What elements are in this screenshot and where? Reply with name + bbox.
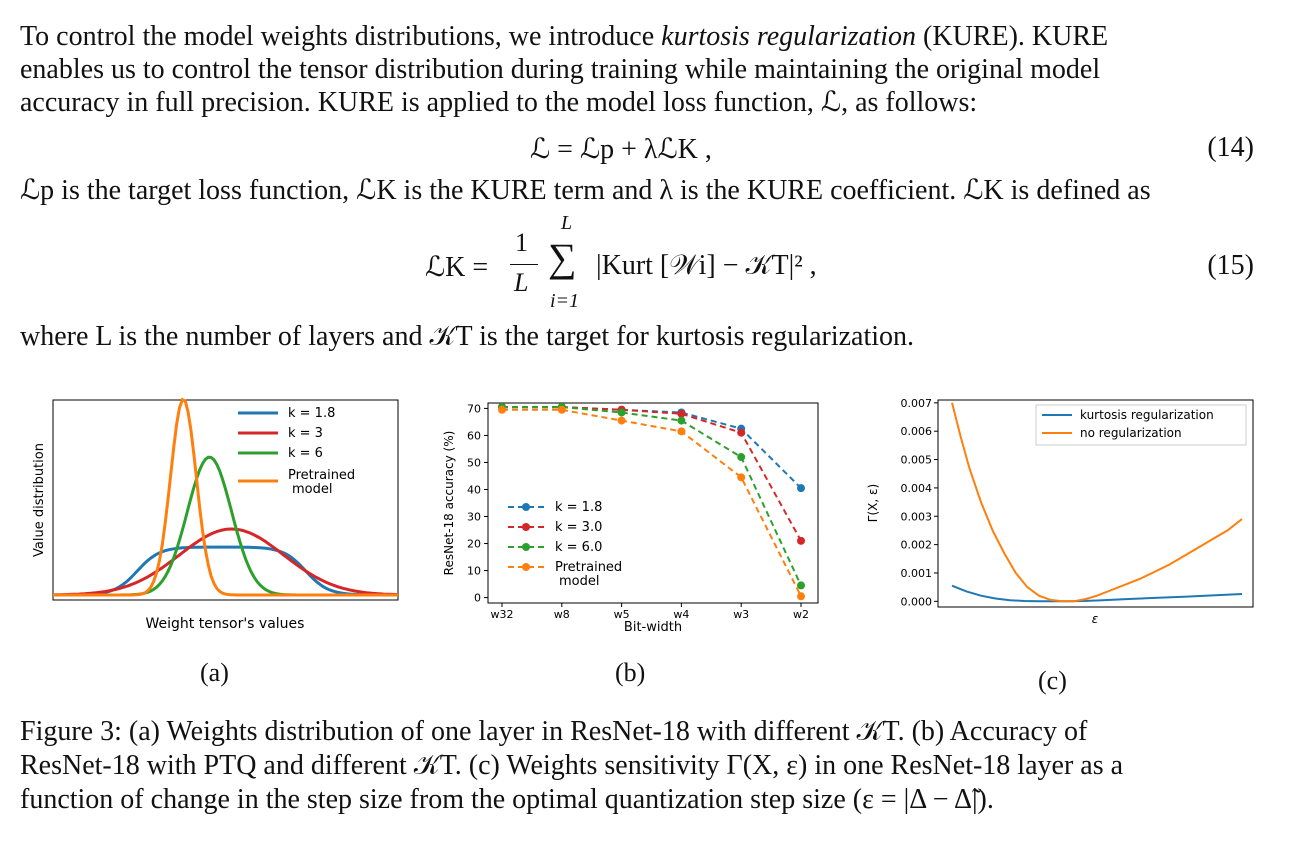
figure-b-point-3-4 [737, 473, 746, 482]
sum-symbol: ∑ [548, 235, 577, 280]
figure-b-point-3-3 [677, 427, 686, 436]
figure-a-legend-label-1: k = 3 [288, 426, 323, 441]
figure-c-ytick-label: 0.003 [901, 510, 933, 523]
subfigure-label-a: (a) [200, 658, 229, 687]
p2-line: ℒp is the target loss function, ℒK is th… [20, 175, 1151, 206]
figure-b-xtick-label: w8 [554, 608, 570, 621]
figure-b-chart: ResNet-18 accuracy (%) Bit-width 0 10 20 30… [442, 402, 819, 635]
figure-c-ytick-label: 0.000 [901, 595, 933, 608]
figure-b-point-2-2 [617, 408, 626, 417]
figure-b-legend-marker-1 [522, 523, 530, 531]
equation-15-frac-num: 1 [515, 228, 528, 257]
figure-c-chart: Γ(X, ε) ε 0.000 0.001 0.002 0.003 0.004 0.005… [866, 397, 1254, 626]
figure-a-curve-3 [53, 397, 398, 597]
equation-15-lhs: ℒK = [425, 252, 489, 283]
figure-b-xtick-label: w32 [491, 608, 514, 621]
figure-b-series-line-2 [502, 406, 802, 586]
p1-line3: accuracy in full precision. KURE is appl… [20, 87, 978, 118]
figure-b-series-line-3 [502, 408, 802, 597]
figure-c-ytick-label: 0.005 [901, 454, 933, 467]
equation-14: ℒ = ℒp + λℒK , [530, 134, 712, 165]
figure-a-legend-label-2: k = 6 [288, 446, 323, 461]
figure-c-ytick-label: 0.004 [901, 482, 933, 495]
caption-line3: function of change in the step size from… [20, 784, 994, 815]
figure-b-xtick-label: w4 [673, 608, 689, 621]
figure-b-point-3-0 [498, 405, 506, 414]
figure-b-point-3-5 [797, 592, 805, 601]
figure-b-point-1-3 [677, 409, 686, 418]
figure-a-ylabel: Value distribution [32, 443, 47, 557]
figure-b-point-2-3 [677, 416, 686, 425]
figure-c-legend-label-0: kurtosis regularization [1080, 408, 1214, 422]
p1-line2: enables us to control the tensor distrib… [20, 54, 1101, 85]
figure-c-ytick-label: 0.006 [901, 425, 933, 438]
figure-a-legend-label-0: k = 1.8 [288, 406, 335, 421]
subfigure-label-b: (b) [615, 658, 646, 687]
figure-b-legend-marker-3 [522, 563, 530, 571]
figure-a-curve-1 [53, 527, 399, 597]
equation-15-number: (15) [1207, 250, 1254, 281]
figure-c-ytick-label: 0.002 [901, 539, 933, 552]
figure-b-ytick-label: 70 [467, 402, 481, 415]
figure-c-legend-box [1035, 404, 1247, 446]
sum-upper-limit: L [561, 212, 573, 234]
figure-c-ytick-label: 0.001 [901, 567, 933, 580]
figure-b-legend-label-2: k = 6.0 [555, 540, 602, 555]
figure-b-point-0-5 [797, 484, 805, 493]
p1-line1-em: kurtosis regularization [661, 21, 917, 52]
equation-15-body: |Kurt [𝒲i] − 𝒦T|² , [596, 250, 817, 281]
figure-c-xlabel: ε [1092, 612, 1099, 626]
figure-b-point-1-4 [737, 428, 746, 437]
p3-line: where L is the number of layers and 𝒦T i… [20, 321, 915, 352]
fraction-bar [510, 264, 538, 265]
figure-b-xtick-label: w3 [733, 608, 749, 621]
figure-b-point-3-2 [617, 416, 626, 425]
figure-a-chart: Value distribution Weight tensor's value… [32, 397, 399, 632]
sum-lower-limit: i=1 [550, 290, 580, 312]
equation-15-frac-den: L [514, 268, 529, 297]
figure-c-ylabel: Γ(X, ε) [866, 484, 880, 522]
figure-a-legend-label-3: Pretrained model [288, 468, 355, 497]
figure-a-axes [52, 399, 399, 601]
figure-b-point-3-1 [557, 405, 566, 414]
figure-b-series-line-1 [502, 406, 802, 542]
figure-b-legend-marker-2 [522, 543, 530, 551]
figure-caption: Figure 3: (a) Weights distribution of on… [20, 715, 1270, 817]
equation-14-number: (14) [1207, 132, 1254, 163]
intro-paragraph: To control the model weights distributio… [20, 20, 1260, 119]
figure-b-xtick-label: w5 [614, 608, 630, 621]
figure-b-point-2-5 [797, 581, 805, 590]
figure-b-axes [487, 402, 819, 604]
caption-line1: Figure 3: (a) Weights distribution of on… [20, 716, 1088, 747]
subfigure-label-c: (c) [1038, 666, 1067, 695]
figure-b-ytick-label: 50 [467, 456, 481, 469]
figure-c-axes [937, 399, 1254, 608]
figure-b-legend-marker-0 [522, 503, 530, 511]
figure-c-legend-label-1: no regularization [1080, 426, 1182, 440]
figure-b-legend-label-0: k = 1.8 [555, 500, 602, 515]
figure-c-series-line-0 [951, 584, 1243, 603]
loss-paragraph: ℒp is the target loss function, ℒK is th… [20, 174, 1260, 207]
figure-b-xlabel: Bit-width [624, 620, 682, 635]
figure-b-legend-label-1: k = 3.0 [555, 520, 602, 535]
figure-b-ytick-label: 20 [467, 538, 481, 551]
figure-c-series-line-1 [951, 402, 1243, 603]
caption-line2: ResNet-18 with PTQ and different 𝒦T. (c)… [20, 750, 1124, 781]
figure-b-ylabel: ResNet-18 accuracy (%) [442, 431, 456, 576]
p1-line1-a: To control the model weights distributio… [20, 21, 662, 52]
where-paragraph: where L is the number of layers and 𝒦T i… [20, 320, 1260, 353]
figure-b-ytick-label: 30 [467, 511, 481, 524]
figure-b-point-1-5 [797, 536, 805, 545]
figure-b-ytick-label: 40 [467, 483, 481, 496]
figure-b-series-line-0 [502, 406, 802, 489]
p1-line1-b: (KURE). KURE [916, 21, 1109, 52]
figure-b-ytick-label: 0 [474, 592, 481, 605]
figure-b-ytick-label: 10 [467, 565, 481, 578]
figure-b-point-2-4 [737, 453, 746, 462]
figure-b-legend-label-3: Pretrained model [555, 560, 622, 589]
figure-c-ytick-label: 0.007 [901, 397, 933, 410]
figure-b-ytick-label: 60 [467, 429, 481, 442]
figure-b-xtick-label: w2 [793, 608, 809, 621]
figure-a-xlabel: Weight tensor's values [146, 616, 305, 632]
